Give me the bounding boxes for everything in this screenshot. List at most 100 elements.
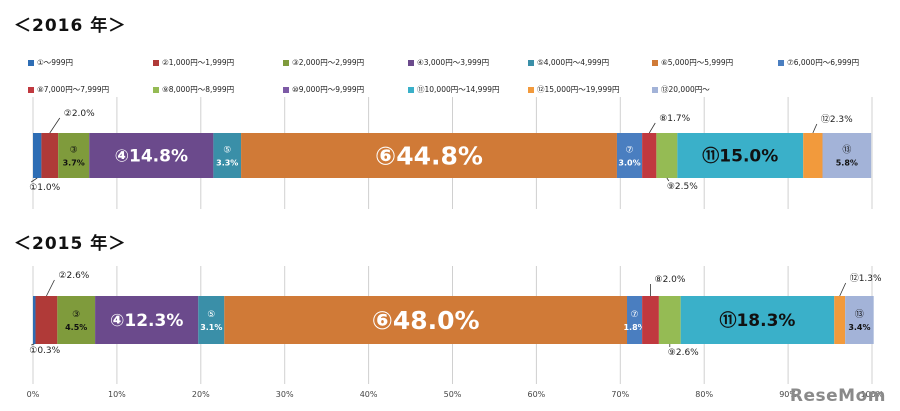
x-tick-label: 10%: [108, 390, 126, 399]
legend-item: ①～999円: [28, 57, 73, 68]
legend-item: ⑤4,000円～4,999円: [528, 57, 609, 68]
data-label-index: ⑬: [855, 309, 864, 320]
chart-title-2016: ＜2016 年＞: [14, 16, 127, 36]
bar-segment: [834, 296, 846, 344]
bar-segment: [224, 296, 628, 344]
data-label: ⑥44.8%: [375, 142, 483, 171]
data-label: 1.8%: [623, 323, 645, 332]
bar-segment: [57, 296, 96, 344]
x-tick-label: 30%: [276, 390, 294, 399]
legend-item: ④3,000円～3,999円: [408, 57, 489, 68]
chart-title-2015: ＜2015 年＞: [14, 234, 127, 254]
leader-line: [812, 123, 818, 134]
legend-label: ①～999円: [37, 58, 74, 67]
data-label-index: ⑬: [842, 145, 851, 156]
x-tick-label: 40%: [360, 390, 378, 399]
leader-line: [49, 117, 61, 134]
legend-item: ⑫15,000円～19,999円: [528, 84, 620, 95]
legend-swatch: [153, 86, 159, 93]
data-label: ②2.0%: [64, 109, 95, 119]
legend-label: ⑧7,000円～7,999円: [37, 85, 110, 94]
legend-swatch: [528, 59, 534, 66]
data-label: ⑥48.0%: [372, 306, 480, 335]
data-label-index: ⑦: [631, 310, 639, 320]
data-label: 3.3%: [216, 159, 238, 168]
legend-label: ⑪10,000円～14,999円: [417, 85, 500, 94]
legend-label: ⑩9,000円～9,999円: [292, 85, 365, 94]
legend-label: ⑥5,000円～5,999円: [661, 58, 734, 67]
data-label: ⑨2.6%: [668, 348, 699, 358]
legend-label: ⑫15,000円～19,999円: [537, 85, 620, 94]
bar-segment: [58, 133, 90, 178]
legend-label: ⑦6,000円～6,999円: [787, 58, 860, 67]
data-label: ②2.6%: [58, 271, 89, 281]
legend-label: ⑨8,000円～8,999円: [162, 85, 235, 94]
leader-line: [839, 282, 847, 297]
data-label: ⑧1.7%: [659, 114, 690, 124]
legend-item: ②1,000円～1,999円: [153, 57, 234, 68]
legend-swatch: [153, 59, 159, 66]
legend-item: ⑨8,000円～8,999円: [153, 84, 234, 95]
bar-segment: [627, 296, 643, 344]
bar-segment: [677, 133, 804, 178]
bar-segment: [41, 133, 59, 178]
legend-item: ⑧7,000円～7,999円: [28, 84, 109, 95]
legend-swatch: [652, 59, 658, 66]
watermark-logo: ReseMom: [789, 386, 886, 406]
data-label-index: ⑦: [625, 146, 633, 156]
bar-segment: [658, 296, 681, 344]
bar-segment: [33, 296, 36, 344]
data-label: ⑪15.0%: [702, 146, 778, 167]
data-label: 3.0%: [618, 159, 640, 168]
legend-label: ③2,000円～2,999円: [292, 58, 365, 67]
leader-line: [46, 279, 55, 297]
leader-line: [666, 177, 670, 182]
x-tick-label: 90%: [779, 390, 797, 399]
bar-segment: [822, 133, 872, 178]
legend-item: ⑩9,000円～9,999円: [283, 84, 364, 95]
legend-item: ⑬20,000円～: [652, 84, 710, 95]
leader-line: [31, 343, 35, 346]
data-label: ①0.3%: [29, 346, 60, 356]
data-label: ①1.0%: [29, 183, 60, 193]
legend-label: ⑬20,000円～: [661, 85, 710, 94]
bar-segment: [198, 296, 225, 344]
legend-label: ②1,000円～1,999円: [162, 58, 235, 67]
bar-segment: [656, 133, 678, 178]
legend-label: ⑤4,000円～4,999円: [537, 58, 610, 67]
data-label: ⑫1.3%: [850, 273, 882, 284]
leader-line: [648, 122, 656, 134]
bar-segment: [803, 133, 823, 178]
bar-segment: [33, 133, 42, 178]
data-label: ⑫2.3%: [821, 114, 853, 125]
legend-item: ⑦6,000円～6,999円: [778, 57, 859, 68]
bar-segment: [642, 296, 659, 344]
legend-swatch: [778, 59, 784, 66]
x-tick-label: 0%: [27, 390, 40, 399]
legend-swatch: [28, 59, 34, 66]
data-label: 4.5%: [65, 323, 87, 332]
bar-segment: [616, 133, 643, 178]
data-label: 5.8%: [836, 159, 858, 168]
bar-segment: [845, 296, 874, 344]
bar-segment: [35, 296, 58, 344]
x-tick-label: 80%: [695, 390, 713, 399]
legend-swatch: [28, 86, 34, 93]
legend-swatch: [408, 86, 414, 93]
data-label: 3.4%: [848, 323, 870, 332]
legend-label: ④3,000円～3,999円: [417, 58, 490, 67]
bar-segment: [89, 133, 214, 178]
x-tick-label: 70%: [611, 390, 629, 399]
bar-segment: [680, 296, 835, 344]
data-label-index: ⑤: [207, 310, 215, 320]
x-tick-label: 60%: [528, 390, 546, 399]
legend-swatch: [408, 59, 414, 66]
data-label: ⑧2.0%: [655, 275, 686, 285]
legend-swatch: [652, 86, 658, 93]
legend-item: ⑥5,000円～5,999円: [652, 57, 733, 68]
data-label: 3.1%: [200, 323, 222, 332]
x-tick-label: 20%: [192, 390, 210, 399]
legend-swatch: [528, 86, 534, 93]
x-tick-label: 100%: [861, 390, 884, 399]
data-label-index: ③: [70, 146, 78, 156]
